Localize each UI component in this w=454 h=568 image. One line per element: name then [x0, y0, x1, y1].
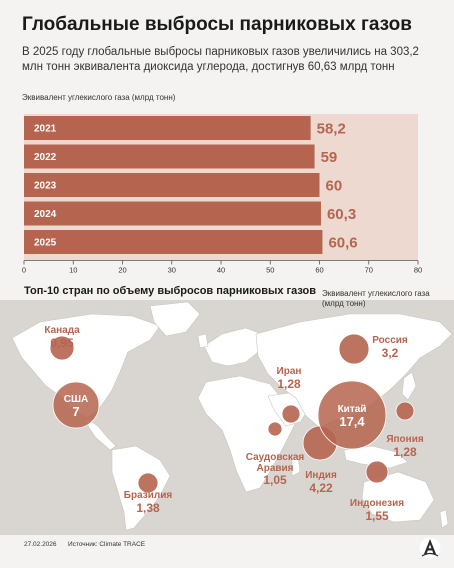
country-value: 1,28	[393, 445, 417, 459]
bar-category-label: 2022	[34, 152, 57, 163]
map-title: Топ-10 стран по объему выбросов парников…	[24, 285, 317, 297]
aa-logo-icon	[419, 537, 441, 559]
footer-source: Источник: Climate TRACE	[68, 541, 146, 548]
bubble-Канада	[49, 335, 75, 361]
bubble-Китай	[317, 380, 387, 450]
country-label: Канада	[44, 325, 80, 336]
country-value: 17,4	[339, 414, 365, 429]
x-tick-label: 70	[365, 266, 373, 275]
bubble-США	[52, 381, 100, 429]
land-madagascar	[291, 455, 301, 477]
x-tick-label: 80	[414, 266, 422, 275]
land-north-america	[11, 313, 161, 419]
bar-value-label: 58,2	[317, 121, 346, 138]
land-africa	[197, 375, 297, 493]
bubble-Иран	[281, 404, 301, 424]
land-australia	[361, 471, 435, 523]
x-tick-label: 60	[315, 266, 323, 275]
country-label: Индонезия	[350, 498, 404, 509]
country-label: Россия	[372, 335, 408, 346]
country-value: 4,22	[309, 481, 333, 495]
country-label: США	[64, 394, 89, 405]
world-map: Канада0,95США7Бразилия1,38Россия3,2Иран1…	[0, 300, 454, 535]
bar-2024	[24, 201, 321, 226]
country-value: 3,2	[382, 346, 399, 360]
country-value: 1,38	[136, 501, 160, 515]
bar-value-label: 60	[326, 178, 343, 195]
bar-category-label: 2025	[34, 238, 57, 249]
bar-2023	[24, 173, 320, 197]
land-central-america	[85, 417, 117, 451]
land-greenland	[149, 301, 201, 337]
country-label: Саудовская Аравия	[246, 452, 305, 474]
country-value: 0,95	[50, 336, 74, 350]
bar-value-label: 60,6	[328, 235, 357, 252]
country-value: 1,28	[277, 377, 301, 391]
bubble-Индонезия	[365, 460, 389, 484]
country-value: 1,55	[365, 509, 389, 523]
land-japan	[401, 371, 417, 401]
bar-2025	[24, 230, 323, 254]
country-label: Бразилия	[124, 490, 173, 501]
x-tick-label: 10	[69, 266, 77, 275]
country-value: 7	[72, 404, 79, 419]
x-tick-label: 50	[266, 266, 274, 275]
x-tick-label: 30	[168, 266, 176, 275]
bubble-Россия	[338, 333, 370, 365]
bubble-Саудовская Аравия	[267, 421, 283, 437]
country-value: 1,05	[263, 473, 287, 487]
bubble-Япония	[395, 401, 415, 421]
x-tick-label: 20	[118, 266, 126, 275]
bar-value-label: 60,3	[327, 206, 356, 223]
bubble-Бразилия	[137, 472, 159, 494]
map-unit-label: Эквивалент углекислого газа (млрд тонн)	[322, 289, 430, 308]
country-label: Иран	[277, 366, 302, 377]
footer-date: 27.02.2026	[24, 541, 57, 548]
country-label: Китай	[338, 404, 367, 415]
land-new-zealand	[439, 509, 449, 529]
page-subtitle: В 2025 году глобальные выбросы парниковы…	[22, 46, 419, 73]
country-label: Индия	[305, 470, 337, 481]
bar-category-label: 2023	[34, 181, 57, 192]
land-uk	[197, 333, 209, 349]
bar-category-label: 2024	[34, 209, 57, 220]
page-title: Глобальные выбросы парниковых газов	[22, 14, 412, 35]
country-label: Япония	[386, 434, 424, 445]
x-tick-label: 0	[22, 266, 26, 275]
bar-chart-unit-label: Эквивалент углекислого газа (млрд тонн)	[22, 93, 176, 102]
bar-chart: 2021 58,2 2022 59 2023 60 2024 60,3 2025 60,6 0 10 2…	[22, 114, 422, 275]
x-tick-label: 40	[217, 266, 225, 275]
bar-value-label: 59	[321, 149, 338, 166]
bar-2022	[24, 144, 315, 169]
land-se-asia-islands	[343, 445, 409, 469]
bar-2021	[24, 116, 311, 140]
bar-category-label: 2021	[34, 124, 57, 135]
